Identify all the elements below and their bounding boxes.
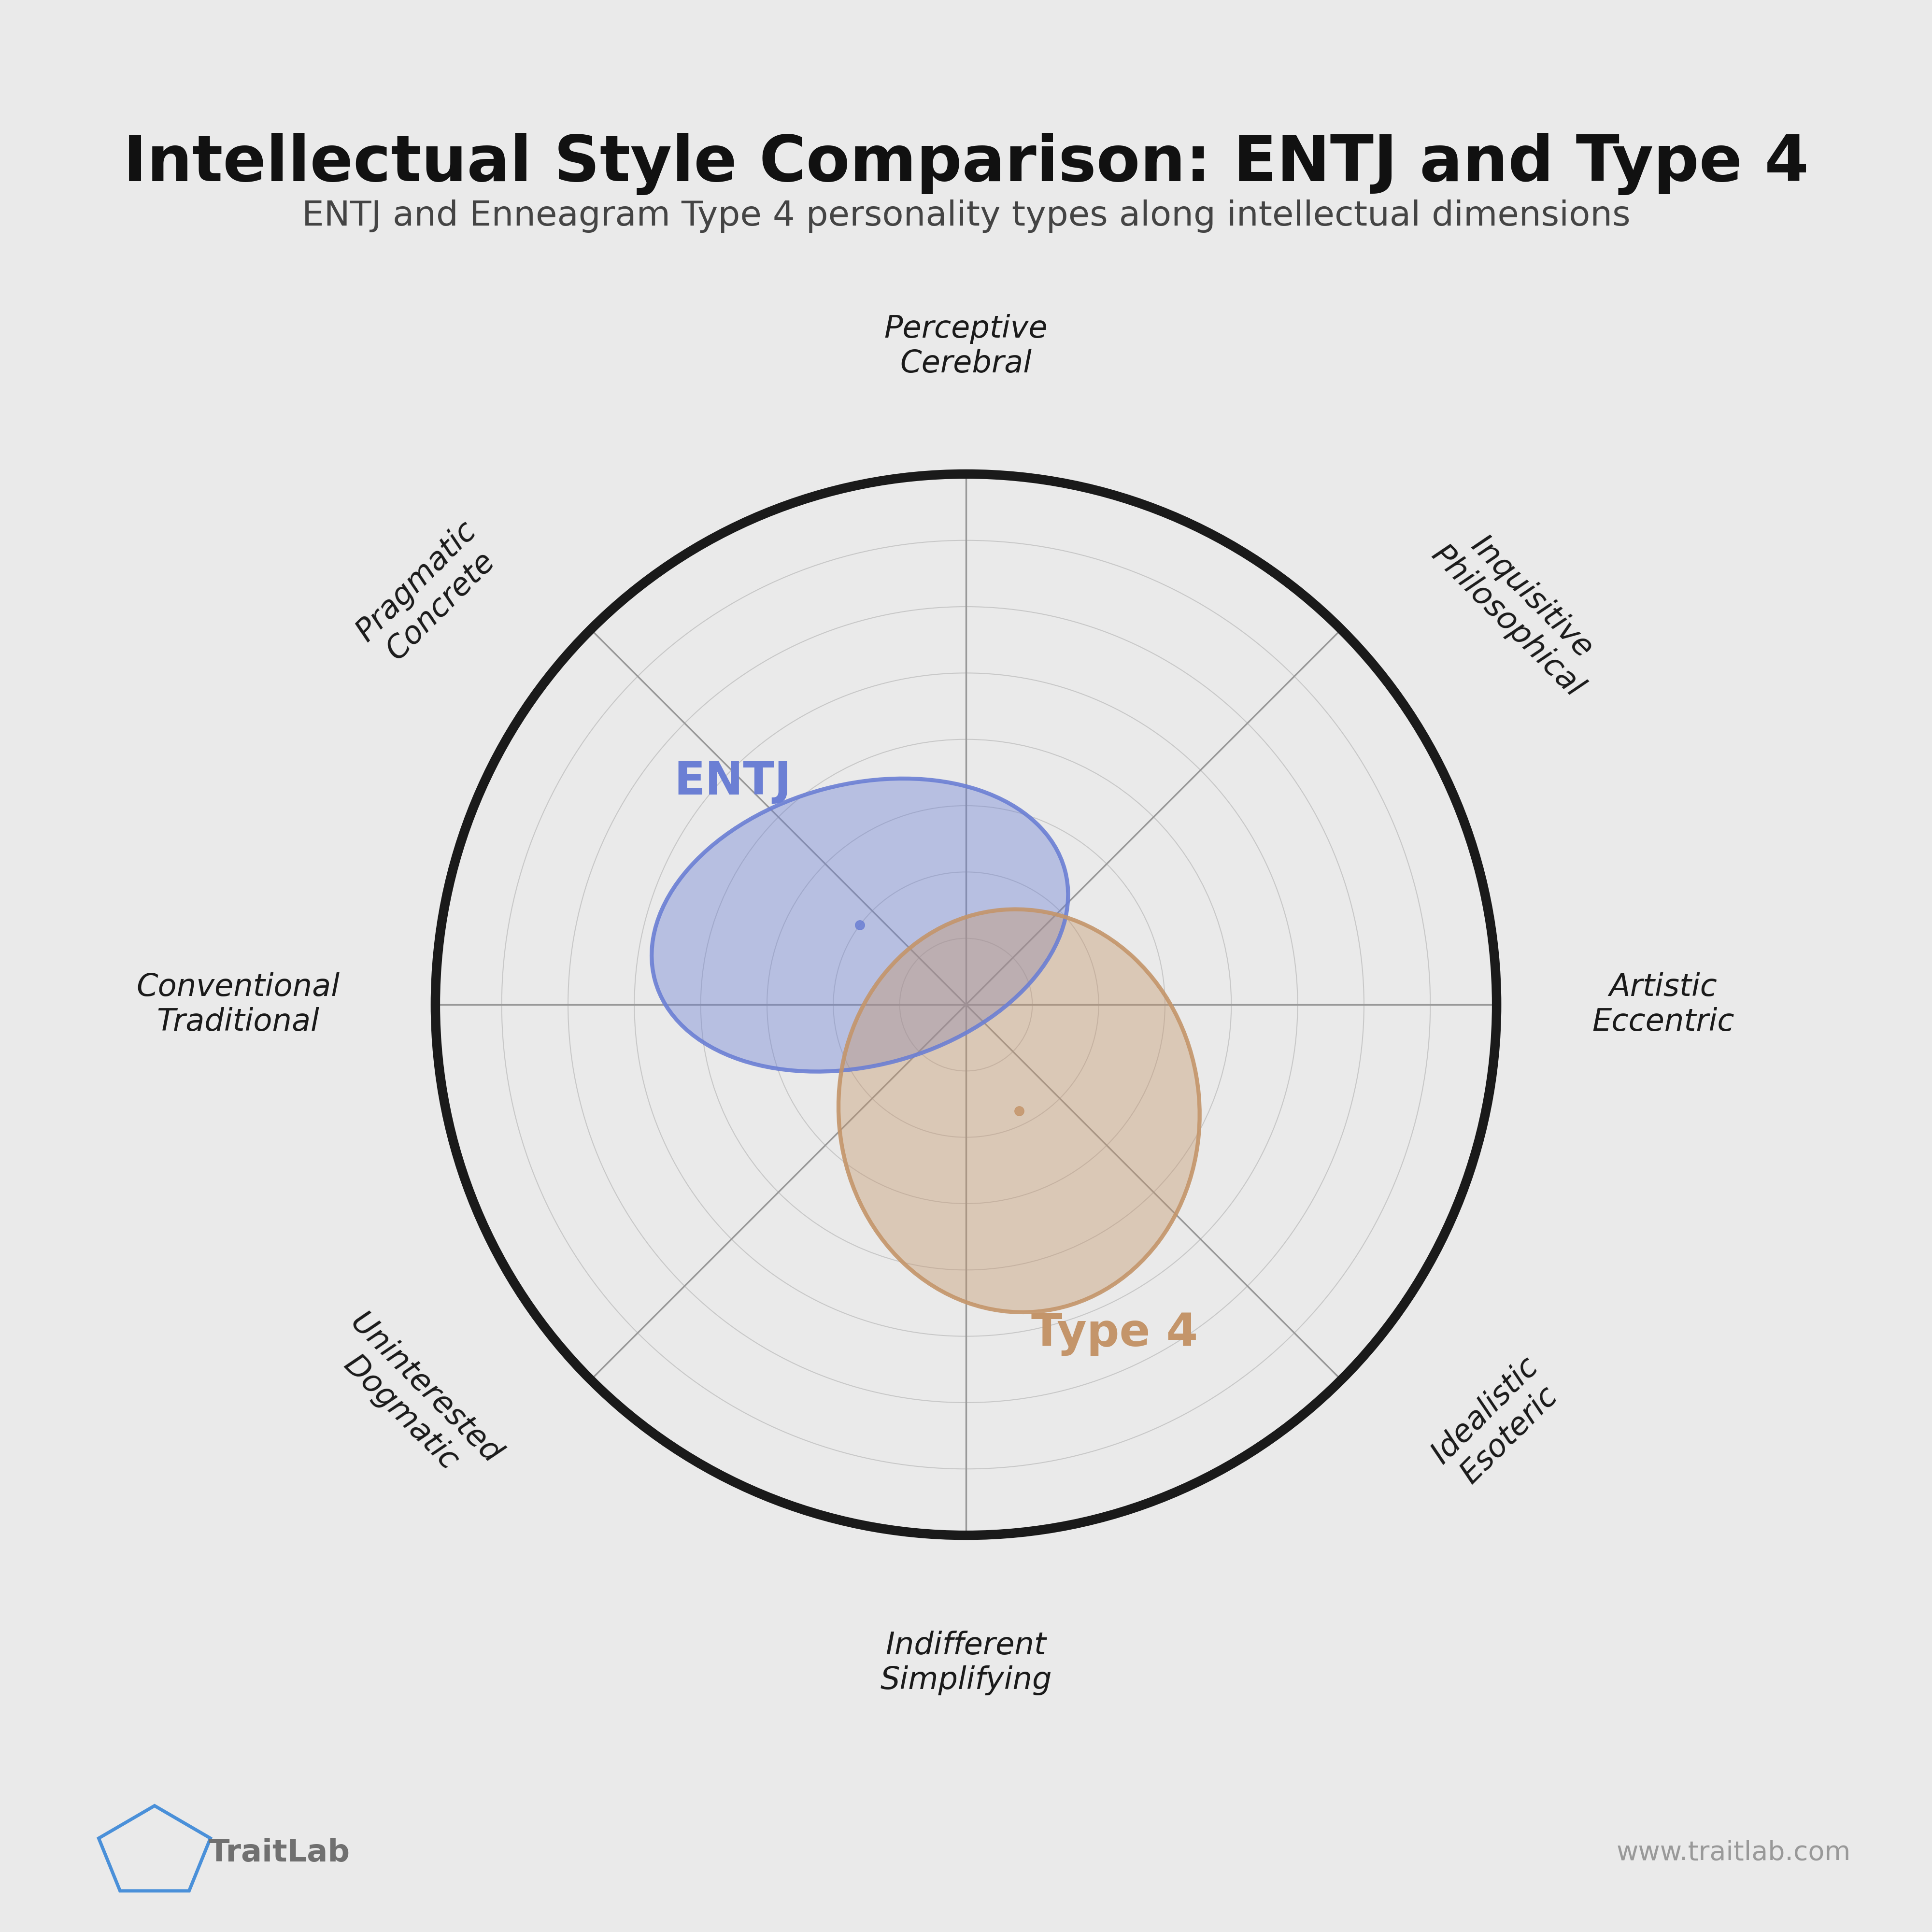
Ellipse shape bbox=[651, 779, 1068, 1072]
Text: Perceptive
Cerebral: Perceptive Cerebral bbox=[885, 313, 1047, 379]
Text: ENTJ: ENTJ bbox=[674, 759, 792, 804]
Ellipse shape bbox=[838, 910, 1200, 1312]
Text: TraitLab: TraitLab bbox=[209, 1837, 350, 1868]
Text: Conventional
Traditional: Conventional Traditional bbox=[137, 972, 340, 1037]
Text: Type 4: Type 4 bbox=[1032, 1312, 1198, 1356]
Text: Pragmatic
Concrete: Pragmatic Concrete bbox=[350, 516, 506, 672]
Text: Intellectual Style Comparison: ENTJ and Type 4: Intellectual Style Comparison: ENTJ and … bbox=[124, 133, 1808, 195]
Text: Indifferent
Simplifying: Indifferent Simplifying bbox=[881, 1631, 1051, 1696]
Text: ENTJ and Enneagram Type 4 personality types along intellectual dimensions: ENTJ and Enneagram Type 4 personality ty… bbox=[301, 199, 1631, 234]
Text: Idealistic
Esoteric: Idealistic Esoteric bbox=[1426, 1350, 1569, 1493]
Text: Inquisitive
Philosophical: Inquisitive Philosophical bbox=[1426, 516, 1613, 703]
Text: Artistic
Eccentric: Artistic Eccentric bbox=[1592, 972, 1735, 1037]
Text: Uninterested
Dogmatic: Uninterested Dogmatic bbox=[319, 1308, 506, 1493]
Text: www.traitlab.com: www.traitlab.com bbox=[1617, 1839, 1851, 1866]
